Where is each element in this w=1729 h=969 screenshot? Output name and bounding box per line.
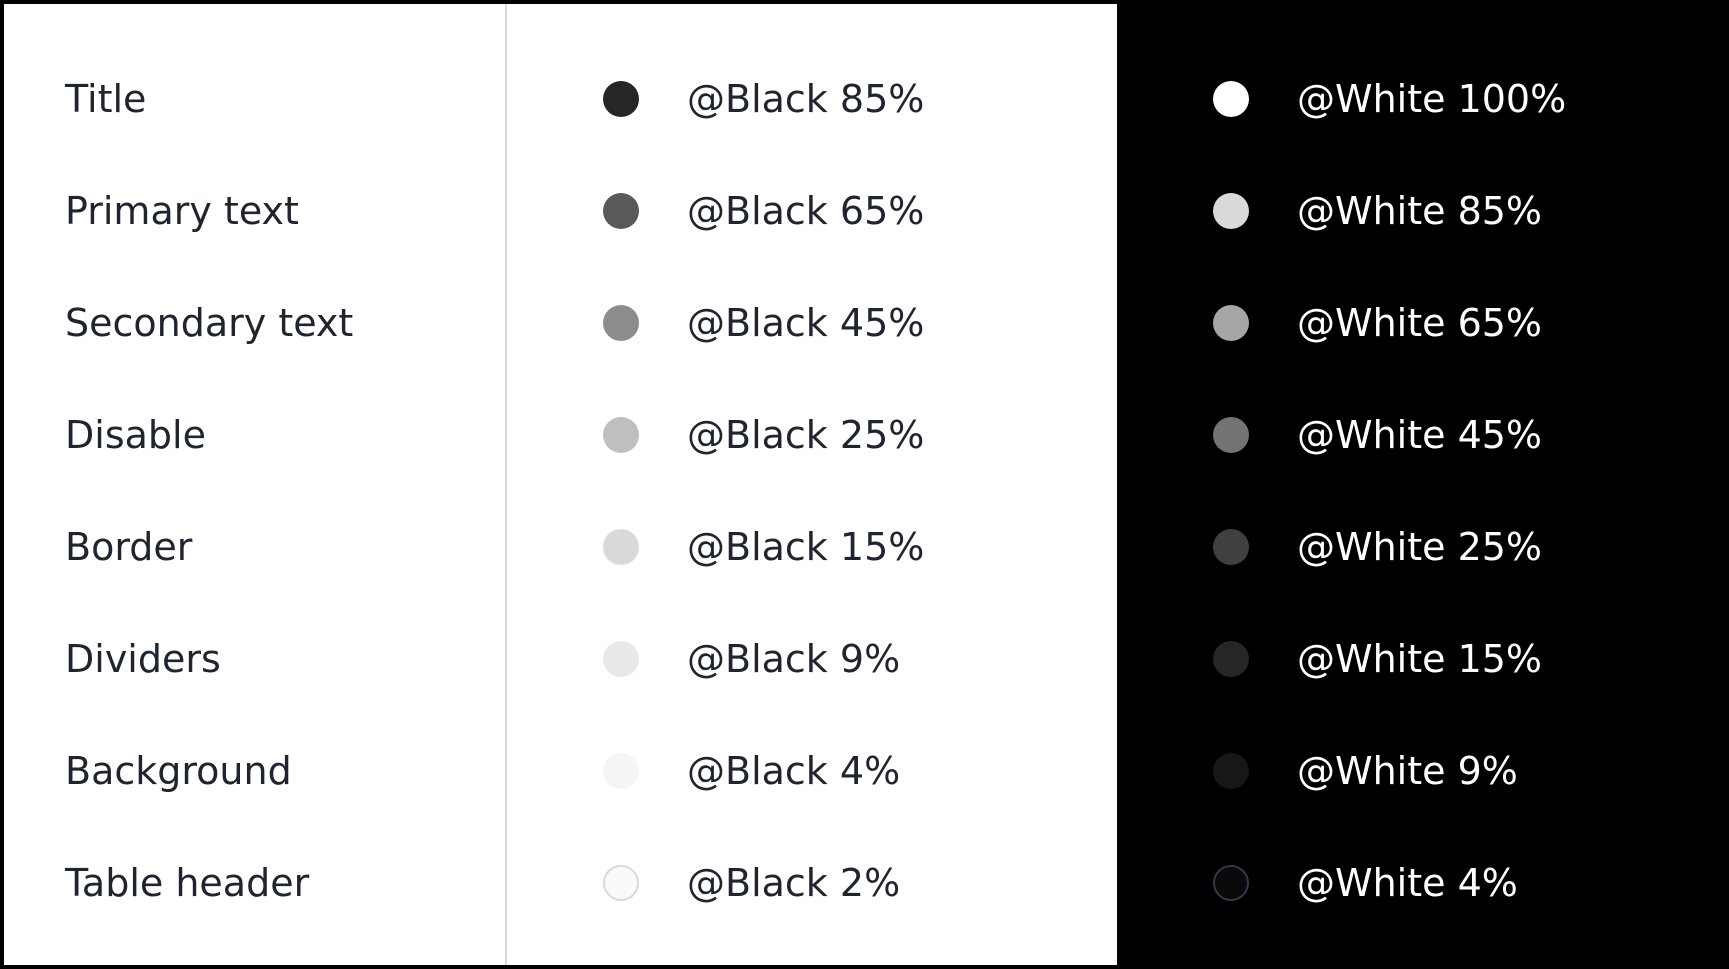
color-swatch-label: @Black 9% <box>687 637 901 681</box>
usage-label-title: Title <box>65 77 147 121</box>
color-swatch-label: @White 25% <box>1297 525 1543 569</box>
color-swatch-dot <box>1213 305 1249 341</box>
usage-label-disable: Disable <box>65 413 206 457</box>
color-swatch-label: @White 45% <box>1297 413 1543 457</box>
usage-label-background: Background <box>65 749 292 793</box>
usage-label-primary-text: Primary text <box>65 189 299 233</box>
usage-label-column: Title Primary text Secondary text Disabl… <box>4 4 507 965</box>
dark-theme-column: @White 100% @White 85% @White 65% @White… <box>1117 4 1725 965</box>
color-swatch-dot <box>603 81 639 117</box>
color-swatch-dot <box>603 753 639 789</box>
color-swatch-label: @Black 4% <box>687 749 901 793</box>
light-swatch-row: @Black 15% <box>507 491 1117 603</box>
dark-swatch-row: @White 25% <box>1117 491 1725 603</box>
color-swatch-label: @White 15% <box>1297 637 1543 681</box>
color-swatch-dot <box>603 865 639 901</box>
color-swatch-label: @White 85% <box>1297 189 1543 233</box>
dark-swatch-row: @White 15% <box>1117 603 1725 715</box>
color-swatch-label: @Black 15% <box>687 525 925 569</box>
color-swatch-dot <box>1213 753 1249 789</box>
color-swatch-dot <box>603 529 639 565</box>
light-theme-column: @Black 85% @Black 65% @Black 45% @Black … <box>507 4 1117 965</box>
light-swatch-row: @Black 25% <box>507 379 1117 491</box>
light-swatch-row: @Black 65% <box>507 155 1117 267</box>
dark-swatch-row: @White 100% <box>1117 43 1725 155</box>
dark-swatch-row: @White 4% <box>1117 827 1725 939</box>
color-swatch-dot <box>603 193 639 229</box>
light-swatch-row: @Black 2% <box>507 827 1117 939</box>
dark-swatch-row: @White 45% <box>1117 379 1725 491</box>
color-swatch-dot <box>1213 193 1249 229</box>
color-swatch-dot <box>1213 529 1249 565</box>
color-swatch-dot <box>603 641 639 677</box>
color-swatch-label: @Black 65% <box>687 189 925 233</box>
light-swatch-row: @Black 4% <box>507 715 1117 827</box>
color-swatch-label: @Black 25% <box>687 413 925 457</box>
color-swatch-label: @White 65% <box>1297 301 1543 345</box>
color-swatch-dot <box>1213 81 1249 117</box>
color-swatch-dot <box>1213 641 1249 677</box>
usage-label-dividers: Dividers <box>65 637 221 681</box>
color-swatch-label: @Black 45% <box>687 301 925 345</box>
usage-label-secondary-text: Secondary text <box>65 301 354 345</box>
color-swatch-label: @White 100% <box>1297 77 1567 121</box>
dark-swatch-row: @White 85% <box>1117 155 1725 267</box>
color-swatch-dot <box>603 417 639 453</box>
color-swatch-dot <box>1213 865 1249 901</box>
dark-swatch-row: @White 9% <box>1117 715 1725 827</box>
dark-swatch-row: @White 65% <box>1117 267 1725 379</box>
color-swatch-label: @Black 2% <box>687 861 901 905</box>
color-swatch-dot <box>603 305 639 341</box>
light-swatch-row: @Black 45% <box>507 267 1117 379</box>
light-swatch-row: @Black 9% <box>507 603 1117 715</box>
usage-label-border: Border <box>65 525 193 569</box>
color-swatch-label: @White 4% <box>1297 861 1518 905</box>
color-swatch-dot <box>1213 417 1249 453</box>
color-swatch-label: @Black 85% <box>687 77 925 121</box>
color-swatch-label: @White 9% <box>1297 749 1518 793</box>
usage-label-table-header: Table header <box>65 861 310 905</box>
light-swatch-row: @Black 85% <box>507 43 1117 155</box>
